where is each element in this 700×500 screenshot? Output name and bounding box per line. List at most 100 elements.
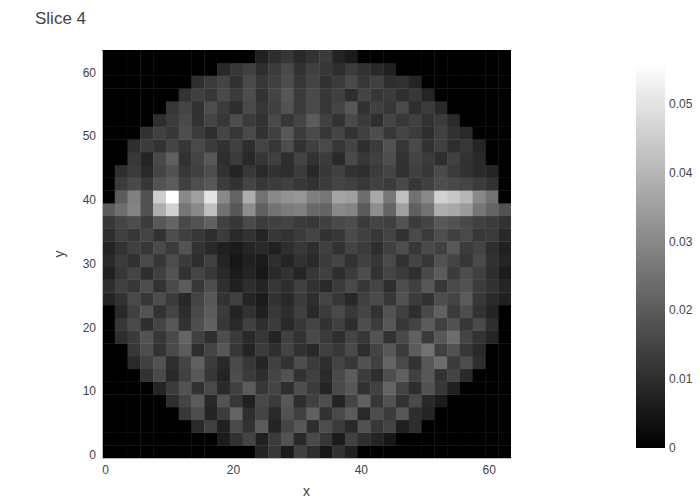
heatmap-cell	[153, 216, 166, 229]
heatmap-cell	[370, 267, 383, 280]
heatmap-cell	[268, 445, 281, 458]
heatmap-cell	[102, 88, 115, 101]
heatmap-cell	[166, 63, 179, 76]
heatmap-cell	[473, 101, 486, 114]
heatmap-cell	[281, 114, 294, 127]
heatmap-cell	[102, 76, 115, 89]
heatmap-cell	[255, 356, 268, 369]
tick-label: 20	[227, 463, 241, 477]
heatmap-cell	[358, 127, 371, 140]
heatmap-cell	[230, 229, 243, 242]
heatmap-cell	[128, 203, 141, 216]
heatmap-cell	[294, 152, 307, 165]
heatmap-cell	[447, 394, 460, 407]
heatmap-cell	[115, 114, 128, 127]
heatmap-cell	[140, 190, 153, 203]
heatmap-cell	[243, 216, 256, 229]
heatmap-cell	[217, 127, 230, 140]
heatmap-cell	[191, 229, 204, 242]
heatmap-cell	[140, 203, 153, 216]
heatmap-cell	[332, 229, 345, 242]
heatmap-cell	[396, 331, 409, 344]
heatmap-cell	[140, 331, 153, 344]
heatmap-cell	[447, 114, 460, 127]
heatmap-cell	[332, 127, 345, 140]
heatmap-cell	[396, 267, 409, 280]
heatmap-cell	[460, 178, 473, 191]
heatmap-cell	[332, 280, 345, 293]
heatmap-cell	[268, 280, 281, 293]
heatmap-cell	[179, 88, 192, 101]
heatmap-cell	[370, 292, 383, 305]
heatmap-cell	[345, 356, 358, 369]
heatmap-cell	[409, 101, 422, 114]
heatmap-cell	[230, 394, 243, 407]
heatmap-cell	[294, 203, 307, 216]
heatmap-cell	[179, 76, 192, 89]
heatmap-cell	[396, 420, 409, 433]
heatmap-cell	[230, 216, 243, 229]
heatmap-cell	[307, 203, 320, 216]
heatmap-cell	[485, 152, 498, 165]
heatmap-cell	[294, 382, 307, 395]
heatmap-cell	[460, 216, 473, 229]
heatmap-cell	[102, 343, 115, 356]
heatmap-cell	[307, 178, 320, 191]
heatmap-cell	[307, 88, 320, 101]
heatmap-cell	[230, 101, 243, 114]
heatmap-cell	[485, 394, 498, 407]
heatmap-cell	[319, 331, 332, 344]
heatmap-cell	[434, 407, 447, 420]
heatmap-cell	[422, 254, 435, 267]
heatmap-cell	[140, 216, 153, 229]
heatmap-cell	[255, 241, 268, 254]
heatmap-cell	[345, 433, 358, 446]
heatmap-cell	[498, 356, 511, 369]
heatmap-cell	[358, 369, 371, 382]
heatmap-cell	[307, 420, 320, 433]
heatmap-cell	[255, 114, 268, 127]
heatmap-cell	[345, 241, 358, 254]
heatmap-cell	[179, 63, 192, 76]
heatmap-cell	[434, 445, 447, 458]
heatmap-cell	[243, 101, 256, 114]
heatmap-cell	[345, 203, 358, 216]
heatmap-cell	[255, 331, 268, 344]
heatmap-cell	[345, 152, 358, 165]
heatmap-cell	[485, 280, 498, 293]
heatmap-cell	[460, 445, 473, 458]
heatmap-cell	[140, 254, 153, 267]
heatmap-cell	[166, 305, 179, 318]
heatmap-cell	[179, 318, 192, 331]
heatmap-cell	[345, 178, 358, 191]
heatmap-cell	[268, 433, 281, 446]
heatmap-cell	[370, 305, 383, 318]
heatmap-cell	[396, 382, 409, 395]
heatmap-cell	[268, 356, 281, 369]
heatmap-cell	[255, 305, 268, 318]
heatmap-cell	[230, 63, 243, 76]
heatmap-cell	[383, 343, 396, 356]
heatmap-cell	[473, 216, 486, 229]
heatmap-cell	[345, 76, 358, 89]
heatmap-cell	[281, 305, 294, 318]
heatmap-cell	[307, 216, 320, 229]
heatmap-cell	[396, 356, 409, 369]
heatmap-cell	[422, 88, 435, 101]
heatmap-cell	[204, 305, 217, 318]
heatmap-cell	[179, 101, 192, 114]
heatmap-cell	[255, 190, 268, 203]
heatmap-cell	[332, 445, 345, 458]
heatmap-cell	[345, 267, 358, 280]
heatmap-cell	[434, 76, 447, 89]
heatmap-cell	[383, 165, 396, 178]
heatmap-cell	[473, 178, 486, 191]
heatmap-cell	[358, 267, 371, 280]
heatmap-cell	[307, 331, 320, 344]
heatmap-cell	[383, 101, 396, 114]
heatmap-cell	[140, 394, 153, 407]
tick-label: 50	[83, 129, 97, 143]
heatmap-cell	[396, 152, 409, 165]
heatmap-cell	[460, 356, 473, 369]
heatmap-cell	[358, 50, 371, 63]
